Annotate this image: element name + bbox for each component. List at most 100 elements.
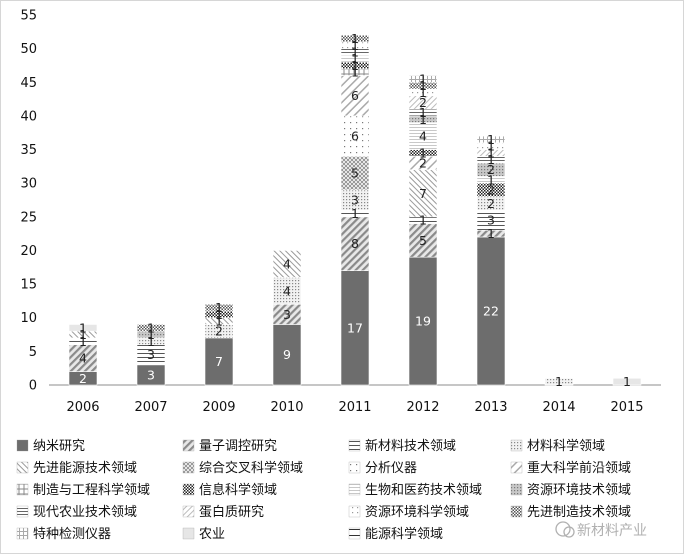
y-tick-label: 30 <box>20 177 37 192</box>
legend-swatch <box>510 483 523 496</box>
legend-label: 现代农业技术领域 <box>33 505 137 520</box>
data-label: 1 <box>487 172 495 187</box>
y-tick-label: 5 <box>29 345 37 360</box>
x-tick-label: 2009 <box>202 400 235 415</box>
data-label: 1 <box>351 65 359 80</box>
legend-label: 生物和医药技术领域 <box>365 483 482 498</box>
y-tick-label: 25 <box>20 210 37 225</box>
x-axis: 2006 2007 2009 2010 2011 2012 2013 2014 2015 <box>49 384 661 415</box>
legend-swatch <box>16 461 29 474</box>
data-label: 4 <box>79 351 87 366</box>
legend-label: 新材料技术领域 <box>365 438 456 454</box>
legend-label: 纳米研究 <box>33 439 85 454</box>
legend-swatch <box>16 505 29 518</box>
bar-segment <box>340 270 370 386</box>
data-label: 1 <box>555 374 563 389</box>
data-label: 1 <box>147 320 155 335</box>
data-label: 3 <box>147 367 155 382</box>
legend-label: 材料科学领域 <box>527 438 605 454</box>
legend-swatch <box>348 483 361 496</box>
legend-label: 分析仪器 <box>365 461 417 476</box>
data-label: 2 <box>487 162 495 177</box>
data-label: 19 <box>415 314 431 329</box>
legend-label: 先进制造技术领域 <box>527 505 631 520</box>
legend-label: 资源环境技术领域 <box>527 483 631 498</box>
bar-segment <box>340 155 370 191</box>
bar-segment <box>408 223 438 258</box>
bar-segment <box>544 377 574 386</box>
data-label: 1 <box>351 31 359 46</box>
x-tick-label: 2006 <box>66 400 99 415</box>
data-label: 1 <box>351 38 359 53</box>
legend-swatch <box>348 505 361 518</box>
x-tick-label: 2011 <box>338 400 371 415</box>
legend-label: 信息科学领域 <box>199 482 277 498</box>
legend-swatch <box>182 461 195 474</box>
data-label: 1 <box>487 139 495 154</box>
bar-segment <box>340 115 370 157</box>
data-label: 1 <box>487 132 495 147</box>
data-label: 22 <box>483 304 499 319</box>
bar-segment <box>408 256 438 386</box>
bar-segment <box>476 135 506 144</box>
data-label: 4 <box>283 256 291 271</box>
bar-segment <box>136 324 166 332</box>
data-label: 3 <box>283 307 291 322</box>
legend-swatch <box>182 439 195 452</box>
data-label: 1 <box>351 206 359 221</box>
data-label: 4 <box>419 129 427 144</box>
legend-swatch <box>348 527 361 540</box>
bar-segment <box>68 324 98 332</box>
data-label: 17 <box>347 320 363 335</box>
data-label: 1 <box>419 78 427 93</box>
bar-segment <box>476 236 506 386</box>
bar-segment <box>340 216 370 271</box>
data-label: 7 <box>419 186 427 201</box>
watermark: 新材料产业 <box>555 521 647 539</box>
bars <box>68 34 642 386</box>
data-label: 1 <box>351 45 359 60</box>
watermark-text: 新材料产业 <box>577 523 647 539</box>
data-label: 3 <box>147 347 155 362</box>
data-label: 1 <box>79 327 87 342</box>
data-label: 1 <box>419 85 427 100</box>
legend-label: 制造与工程科学领域 <box>33 482 150 498</box>
legend-swatch <box>182 505 195 518</box>
data-label: 1 <box>419 145 427 160</box>
data-label: 1 <box>215 307 223 322</box>
x-tick-label: 2012 <box>406 400 439 415</box>
data-label: 1 <box>215 300 223 315</box>
x-tick-label: 2007 <box>134 400 167 415</box>
data-label: 3 <box>487 213 495 228</box>
data-label: 2 <box>419 95 427 110</box>
data-label: 1 <box>147 327 155 342</box>
y-tick-label: 15 <box>20 278 37 293</box>
y-tick-label: 35 <box>20 143 37 158</box>
data-label: 1 <box>79 320 87 335</box>
y-tick-label: 40 <box>20 109 37 124</box>
legend-swatch <box>16 439 29 452</box>
bar-segment <box>68 344 98 372</box>
bar-segment <box>612 377 642 386</box>
data-label: 5 <box>351 166 359 181</box>
y-tick-label: 0 <box>29 379 37 394</box>
legend-swatch <box>510 461 523 474</box>
bar-segment <box>408 75 438 83</box>
y-tick-label: 10 <box>20 311 37 326</box>
y-tick-label: 50 <box>20 42 37 57</box>
data-label: 6 <box>351 88 359 103</box>
y-tick-label: 55 <box>20 9 37 24</box>
data-label: 1 <box>623 374 631 389</box>
data-label: 5 <box>419 233 427 248</box>
legend-swatch <box>348 461 361 474</box>
data-label: 1 <box>79 334 87 349</box>
data-label: 1 <box>351 51 359 66</box>
legend-swatch <box>182 483 195 496</box>
legend-label: 农业 <box>199 527 225 542</box>
data-label: 6 <box>351 129 359 144</box>
legend-label: 资源环境科学领域 <box>365 504 469 520</box>
legend-swatch <box>182 527 195 540</box>
data-label: 4 <box>283 283 291 298</box>
legend-label: 重大科学前沿领域 <box>527 460 631 476</box>
